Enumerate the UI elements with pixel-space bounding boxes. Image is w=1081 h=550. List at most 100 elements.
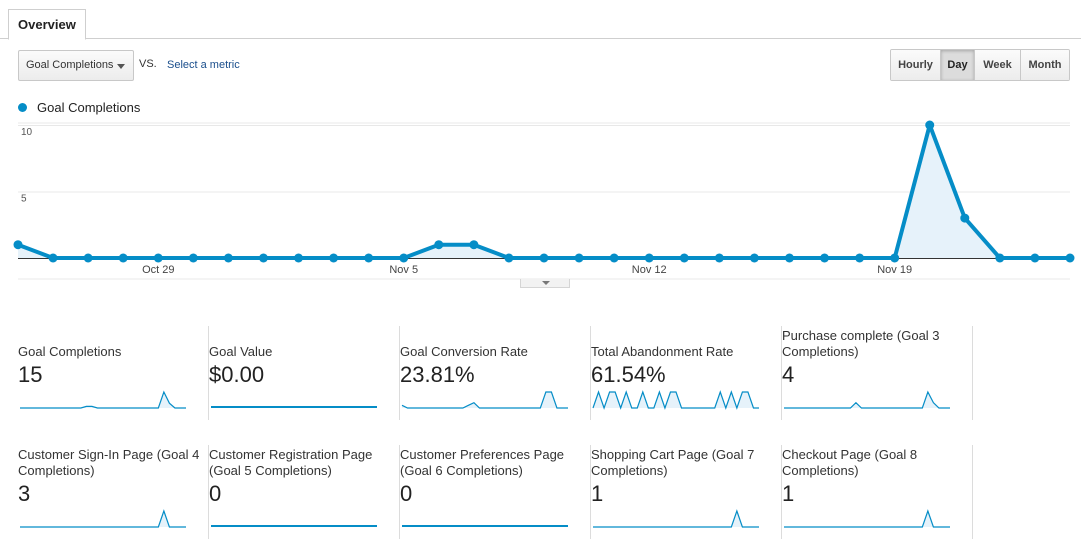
- sparkline-line: [784, 509, 950, 528]
- scorecard-label: Goal Value: [209, 344, 273, 359]
- scorecard-value: 15: [18, 362, 43, 387]
- sparkline-line: [20, 390, 186, 409]
- data-point: [83, 253, 93, 263]
- x-tick-label: Nov 19: [877, 264, 912, 276]
- scorecard-value: 0: [400, 481, 413, 506]
- tab-strip: Overview: [0, 0, 1081, 40]
- scorecard-label: Checkout Page (Goal 8 Completions): [782, 447, 918, 478]
- goal-completions-chart: 10 5 Oct 29 Nov 5 Nov 12 Nov 19: [0, 118, 1081, 290]
- scorecard-label: Goal Completions: [18, 344, 122, 359]
- data-point: [13, 240, 23, 250]
- sparkline-fill: [784, 392, 950, 408]
- scorecard[interactable]: Customer Registration Page (Goal 5 Compl…: [209, 445, 400, 539]
- select-metric-link[interactable]: Select a metric: [167, 59, 240, 71]
- scorecard-sparkline: [784, 390, 950, 409]
- chart-collapse-handle[interactable]: [520, 279, 570, 288]
- tab-overview[interactable]: Overview: [8, 9, 86, 40]
- data-point: [995, 253, 1005, 263]
- scorecard-value: 23.81%: [400, 362, 475, 387]
- x-tick-label: Oct 29: [142, 264, 174, 276]
- scorecard-value: 1: [782, 481, 795, 506]
- hourly-button[interactable]: Hourly: [891, 50, 940, 80]
- scorecard-value: 3: [18, 481, 31, 506]
- data-point: [469, 240, 479, 250]
- scorecard-sparkline: [20, 390, 186, 409]
- data-point: [960, 213, 970, 223]
- scorecard-sparkline: [402, 525, 568, 527]
- scorecard-label: Shopping Cart Page (Goal 7 Completions): [591, 447, 755, 478]
- data-point: [118, 253, 128, 263]
- metric-select-value: Goal Completions: [26, 59, 114, 71]
- data-point: [749, 253, 759, 263]
- data-point: [820, 253, 830, 263]
- sparkline-fill: [20, 392, 186, 408]
- sparkline-line: [593, 509, 759, 528]
- scorecard[interactable]: Goal Conversion Rate 23.81%: [400, 326, 591, 420]
- day-button[interactable]: Day: [940, 50, 974, 80]
- legend-dot-icon: [18, 102, 27, 112]
- scorecard[interactable]: Customer Sign-In Page (Goal 4 Completion…: [18, 445, 209, 539]
- chevron-down-icon: [542, 281, 550, 285]
- data-point: [223, 253, 233, 263]
- month-button[interactable]: Month: [1020, 50, 1069, 80]
- metric-select[interactable]: Goal Completions: [18, 50, 134, 81]
- scorecard-value: $0.00: [209, 362, 265, 387]
- scorecard[interactable]: Customer Preferences Page (Goal 6 Comple…: [400, 445, 591, 539]
- sparkline-fill: [593, 392, 759, 408]
- scorecard-value: 0: [209, 481, 222, 506]
- scorecard-label: Total Abandonment Rate: [591, 344, 734, 359]
- scorecard[interactable]: Goal Completions 15: [18, 326, 209, 420]
- data-point: [574, 253, 584, 263]
- scorecard-sparkline: [401, 391, 568, 409]
- data-point: [294, 253, 304, 263]
- data-point: [925, 120, 935, 130]
- scorecard[interactable]: Checkout Page (Goal 8 Completions) 1: [782, 445, 973, 539]
- data-point: [434, 240, 444, 250]
- data-point: [679, 253, 689, 263]
- scorecard-label: Customer Sign-In Page (Goal 4 Completion…: [18, 447, 200, 478]
- data-point: [258, 253, 268, 263]
- scorecard-sparkline: [593, 509, 759, 528]
- data-point: [539, 253, 549, 263]
- y-tick-label: 10: [21, 127, 33, 138]
- scorecard-sparkline: [784, 509, 950, 528]
- data-point: [329, 253, 339, 263]
- scorecard-label: Customer Registration Page (Goal 5 Compl…: [209, 447, 373, 478]
- data-point: [48, 253, 58, 263]
- week-button[interactable]: Week: [974, 50, 1020, 80]
- data-point: [188, 253, 198, 263]
- data-point: [714, 253, 724, 263]
- x-tick-label: Nov 5: [389, 264, 418, 276]
- scorecard-sparkline: [211, 525, 377, 527]
- scorecard[interactable]: Total Abandonment Rate 61.54%: [591, 326, 782, 420]
- sparkline-line: [784, 390, 950, 409]
- data-point: [1030, 253, 1040, 263]
- sparkline-line: [401, 391, 568, 409]
- data-point: [855, 253, 865, 263]
- data-point: [609, 253, 619, 263]
- chart-legend: Goal Completions: [18, 99, 140, 115]
- scorecard-label: Customer Preferences Page (Goal 6 Comple…: [400, 447, 565, 478]
- data-point: [890, 253, 900, 263]
- data-point: [504, 253, 514, 263]
- x-tick-label: Nov 12: [632, 264, 667, 276]
- scorecard-sparkline: [211, 406, 377, 408]
- chevron-down-icon: [117, 64, 125, 69]
- scorecard[interactable]: Purchase complete (Goal 3 Completions) 4: [782, 326, 973, 420]
- scorecard[interactable]: Goal Value $0.00: [209, 326, 400, 420]
- scorecard-label: Purchase complete (Goal 3 Completions): [782, 328, 940, 359]
- data-point: [399, 253, 409, 263]
- data-point: [784, 253, 794, 263]
- scorecard[interactable]: Shopping Cart Page (Goal 7 Completions) …: [591, 445, 782, 539]
- vs-label: VS.: [139, 58, 157, 70]
- scorecard-sparkline: [20, 509, 186, 528]
- sparkline-line: [20, 509, 186, 528]
- y-tick-label: 5: [21, 194, 27, 205]
- chart-svg: 10 5 Oct 29 Nov 5 Nov 12 Nov 19: [13, 120, 1075, 280]
- scorecard-value: 1: [591, 481, 604, 506]
- data-point: [364, 253, 374, 263]
- scorecard-value: 61.54%: [591, 362, 666, 387]
- scorecard-value: 4: [782, 362, 795, 387]
- data-point: [644, 253, 654, 263]
- data-point: [1065, 253, 1075, 263]
